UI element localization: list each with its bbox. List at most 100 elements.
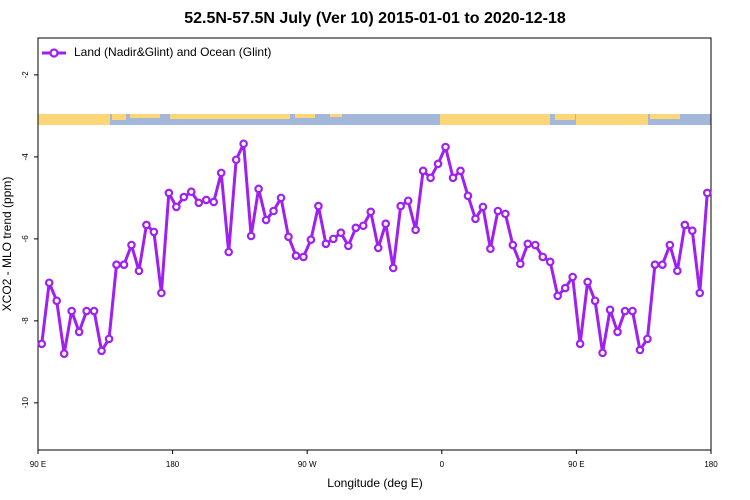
data-point [344, 241, 353, 251]
data-point [276, 193, 286, 203]
data-point [246, 231, 256, 241]
data-point [478, 202, 488, 212]
data-point [508, 240, 518, 250]
data-point [127, 240, 136, 250]
data-point [119, 260, 129, 270]
data-point [358, 221, 368, 231]
y-tick-label: -2 [21, 71, 30, 79]
data-point [231, 155, 241, 165]
data-point [575, 339, 585, 349]
data-point [74, 327, 84, 337]
data-point [598, 348, 607, 358]
land-ocean-strip [38, 114, 711, 125]
data-point [224, 247, 233, 257]
data-point [336, 228, 346, 238]
data-point [568, 272, 577, 282]
data-point [186, 187, 196, 197]
data-point [97, 346, 106, 356]
data-point [433, 159, 443, 169]
data-point [142, 220, 151, 230]
data-point [351, 223, 361, 233]
x-tick-label: 0 [440, 460, 445, 469]
x-tick-label: 90 W [298, 460, 317, 469]
data-point [628, 306, 637, 316]
data-point [67, 306, 76, 316]
data-point [613, 327, 622, 337]
data-point [373, 243, 383, 253]
data-point [164, 188, 174, 198]
data-point [411, 225, 420, 235]
data-point [523, 239, 533, 249]
data-point [157, 288, 166, 298]
data-point [553, 291, 563, 301]
data-point [635, 345, 645, 355]
data-point [112, 260, 121, 270]
y-tick-label: -4 [21, 153, 30, 161]
data-point [501, 209, 510, 219]
data-point [441, 142, 450, 152]
data-point [82, 306, 91, 316]
data-point [418, 166, 428, 176]
data-point [673, 266, 682, 276]
data-point [538, 252, 548, 262]
data-point [583, 277, 592, 287]
data-point [658, 260, 667, 270]
legend-label: Land (Nadir&Glint) and Ocean (Glint) [74, 45, 271, 59]
data-point [620, 306, 630, 316]
data-point [216, 168, 226, 178]
data-point [321, 239, 331, 249]
data-point [269, 206, 278, 216]
data-point [59, 349, 69, 358]
data-point [44, 278, 54, 288]
data-point [456, 166, 465, 176]
data-point [590, 296, 600, 306]
data-point [486, 244, 495, 254]
y-tick-label: -10 [21, 397, 30, 409]
data-point [471, 214, 480, 224]
data-point [366, 207, 376, 217]
data-point [134, 266, 144, 276]
data-point [643, 334, 652, 344]
data-point [403, 196, 413, 206]
data-point [149, 227, 159, 237]
data-point [254, 184, 263, 194]
data-point [605, 305, 615, 315]
data-point [179, 192, 189, 202]
legend-marker [49, 48, 59, 58]
x-tick-label: 180 [166, 460, 180, 469]
data-point [560, 283, 570, 293]
x-tick-label: 180 [704, 460, 718, 469]
data-point [239, 139, 248, 149]
x-axis-label: Longitude (deg E) [327, 476, 422, 490]
data-point [381, 219, 391, 229]
x-tick-label: 90 E [30, 460, 46, 469]
data-point [284, 232, 293, 242]
data-point [493, 206, 503, 216]
data-point [516, 259, 525, 269]
data-point [530, 240, 540, 250]
plot-frame [37, 37, 712, 451]
y-tick-label: -6 [21, 235, 30, 243]
data-point [172, 202, 181, 212]
data-point [314, 201, 323, 211]
data-point [37, 339, 47, 349]
data-point [448, 173, 458, 183]
data-point [426, 173, 435, 183]
data-point [702, 188, 712, 198]
data-point [291, 251, 301, 260]
data-point [680, 220, 690, 230]
data-point [89, 306, 99, 316]
data-point [52, 296, 61, 306]
data-point [299, 252, 308, 262]
data-point [306, 235, 316, 244]
data-point [104, 334, 114, 344]
y-axis-label: XCO2 - MLO trend (ppm) [0, 177, 14, 312]
data-point [665, 240, 675, 250]
chart-title: 52.5N-57.5N July (Ver 10) 2015-01-01 to … [184, 10, 566, 27]
data-point [209, 197, 219, 207]
data-point [194, 198, 204, 208]
data-point [201, 195, 211, 205]
y-tick-label: -8 [21, 317, 30, 325]
data-point [545, 257, 555, 267]
